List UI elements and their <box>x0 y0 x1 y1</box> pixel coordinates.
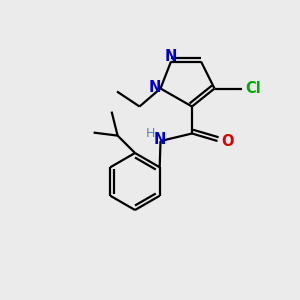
Text: N: N <box>165 49 177 64</box>
Text: Cl: Cl <box>245 81 261 96</box>
Text: N: N <box>154 132 166 147</box>
Text: O: O <box>221 134 234 148</box>
Text: H: H <box>145 127 155 140</box>
Text: N: N <box>149 80 161 94</box>
